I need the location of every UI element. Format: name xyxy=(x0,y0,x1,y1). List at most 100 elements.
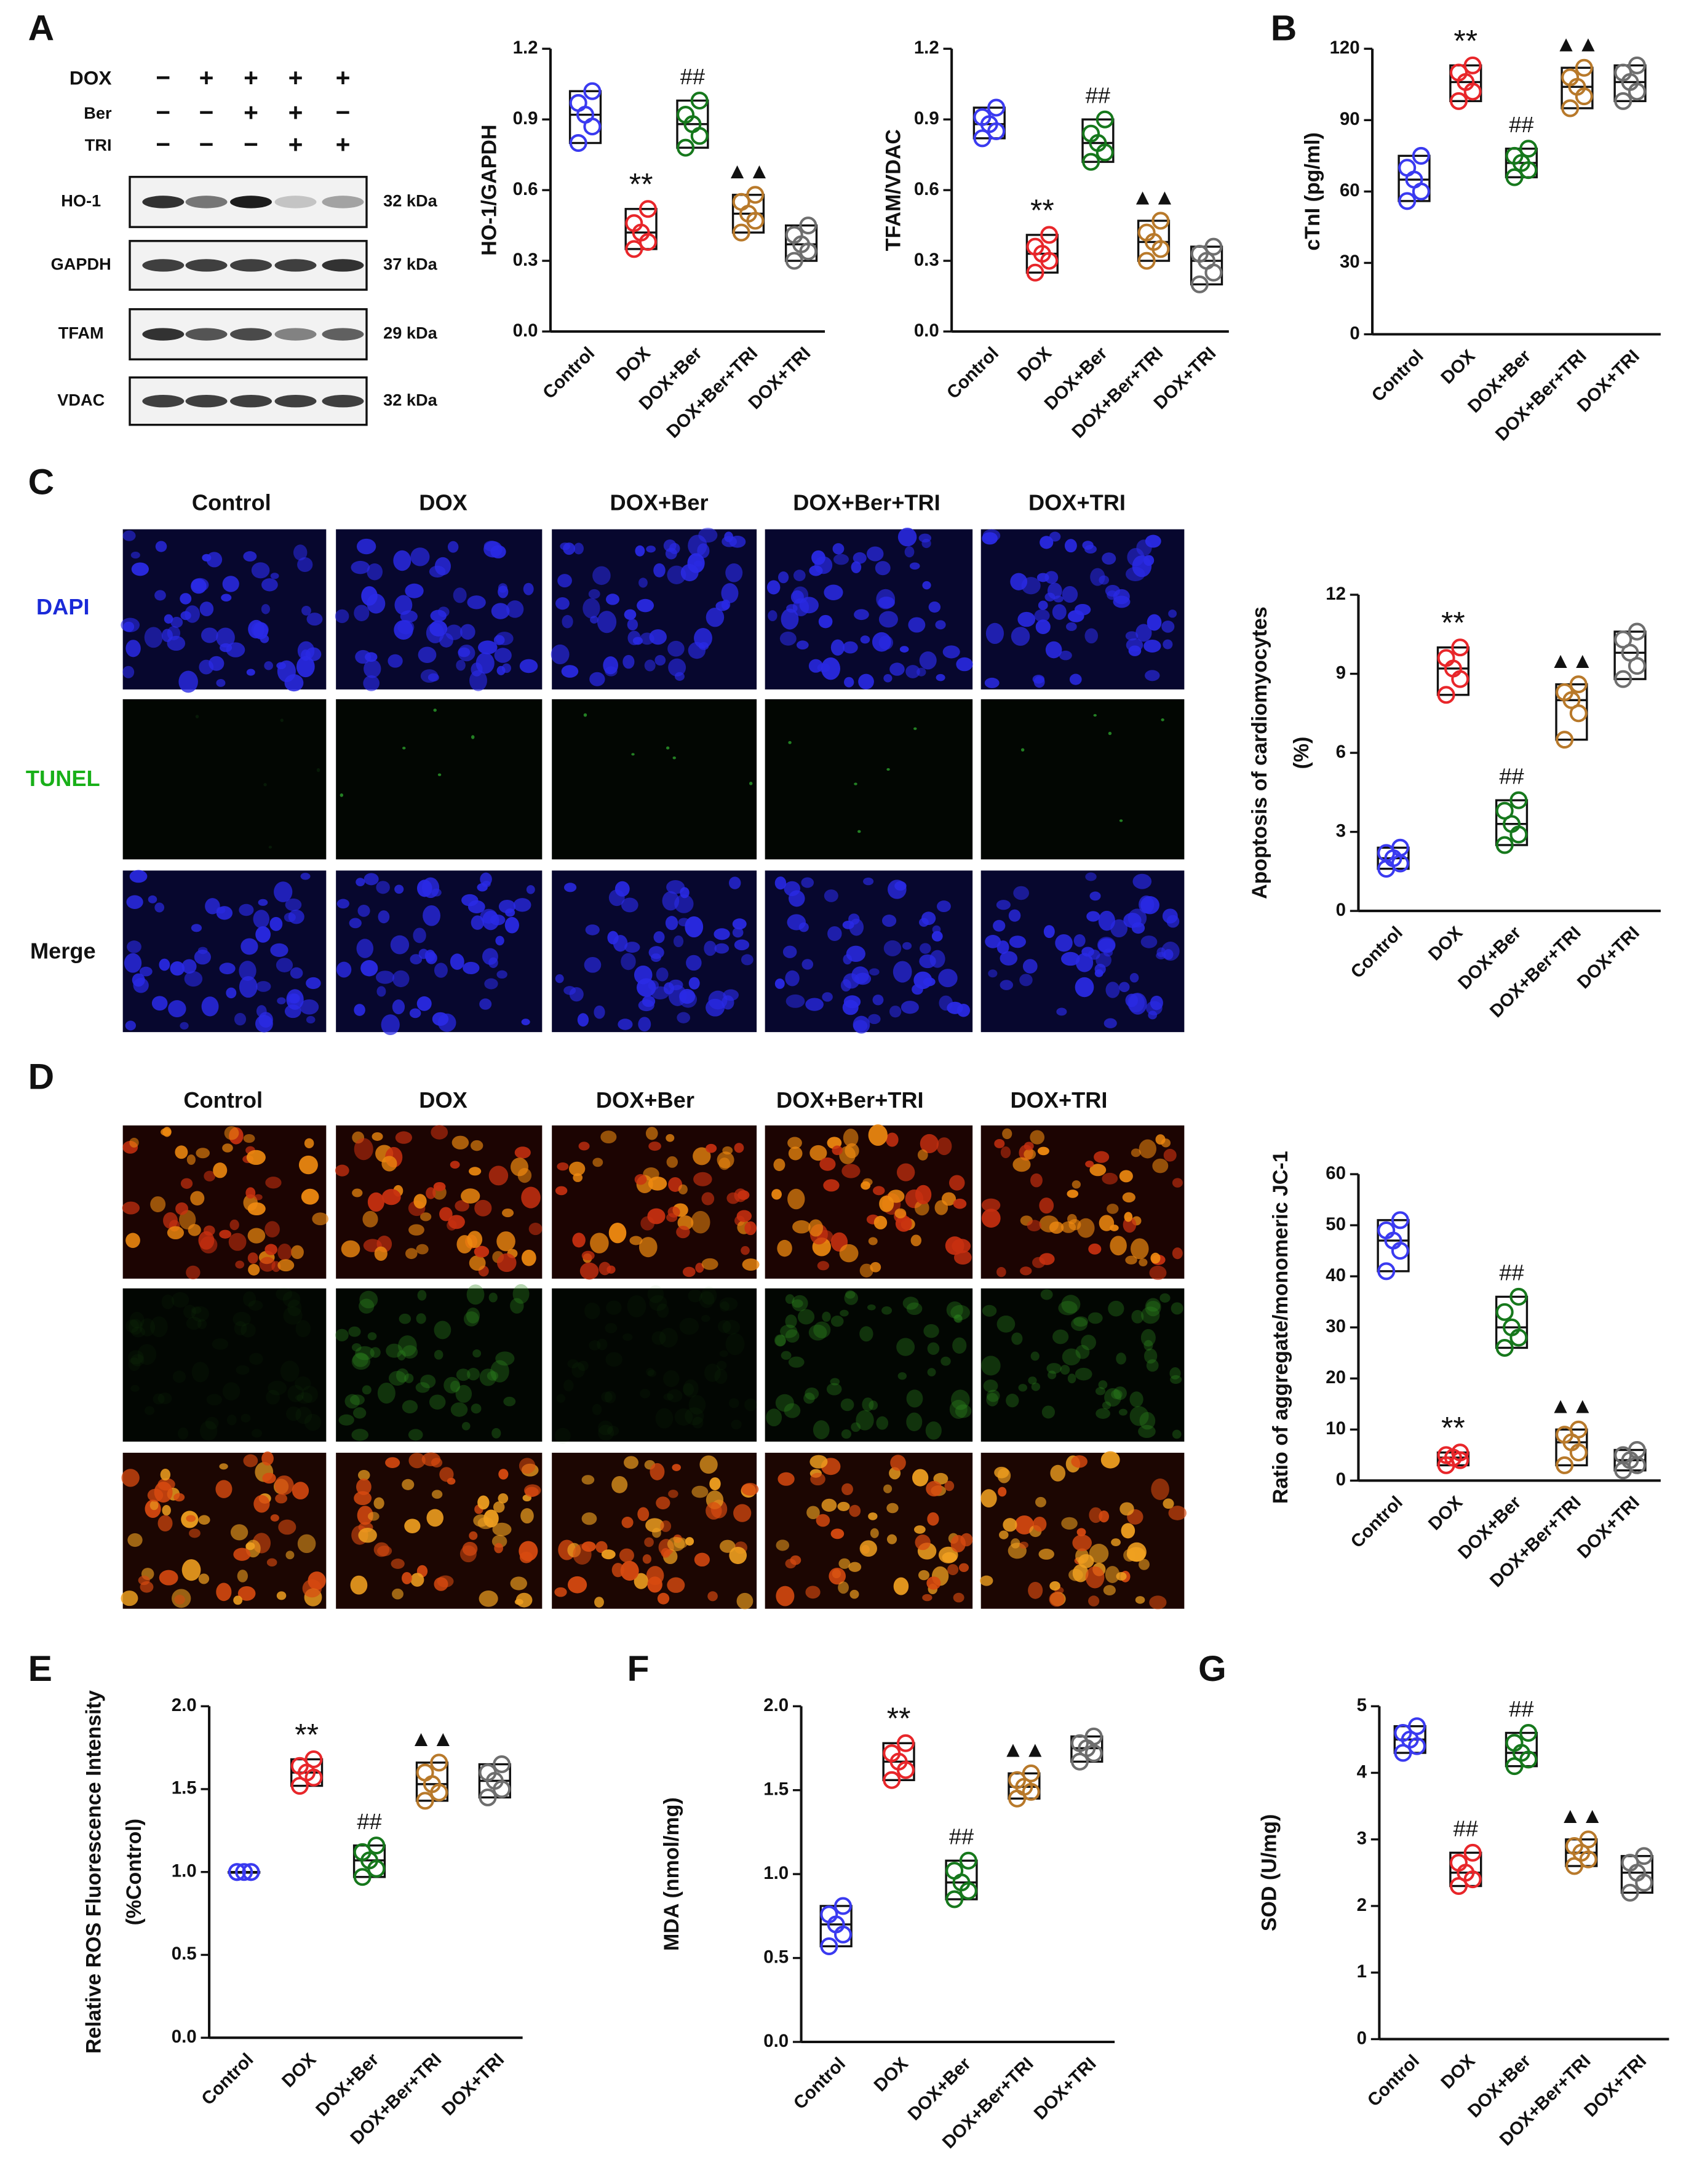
cell xyxy=(603,656,618,675)
cell xyxy=(416,880,432,897)
data-point xyxy=(1519,140,1538,158)
cell xyxy=(348,1326,361,1337)
cell xyxy=(868,1124,888,1146)
cell xyxy=(1102,552,1116,565)
cell xyxy=(714,1368,728,1384)
cell xyxy=(1081,1335,1096,1351)
cell xyxy=(725,1333,745,1356)
panel-label: D xyxy=(28,1057,55,1097)
x-tick-label: DOX+TRI xyxy=(1573,923,1644,993)
cell xyxy=(914,1525,926,1534)
data-point xyxy=(569,93,587,112)
cell xyxy=(367,563,383,581)
data-point xyxy=(799,216,817,235)
cell xyxy=(937,900,951,913)
cell xyxy=(287,1384,304,1402)
cell xyxy=(199,659,214,675)
cell xyxy=(467,900,485,913)
cell xyxy=(692,1416,704,1429)
cell xyxy=(832,543,845,555)
cell xyxy=(678,1184,688,1194)
cell xyxy=(942,645,960,659)
y-axis-label: (%Control) xyxy=(122,1819,146,1926)
cell xyxy=(248,1263,260,1276)
cell xyxy=(340,793,344,797)
data-point xyxy=(1377,1262,1396,1281)
data-point xyxy=(785,252,803,270)
cell xyxy=(577,1013,589,1027)
cell xyxy=(648,946,664,959)
cell xyxy=(720,1301,730,1312)
cell xyxy=(685,1407,704,1426)
data-point xyxy=(1070,1734,1089,1752)
cell xyxy=(1100,1451,1120,1469)
cell xyxy=(216,906,233,920)
y-tick-label: 1.0 xyxy=(172,1860,197,1881)
cell xyxy=(1078,1554,1094,1568)
cell xyxy=(122,1201,140,1215)
column-header: DOX xyxy=(419,1087,467,1113)
cell xyxy=(1085,1161,1094,1168)
cell xyxy=(1149,1595,1167,1610)
cell xyxy=(733,1504,752,1522)
cell xyxy=(498,899,516,913)
y-tick-label: 1.5 xyxy=(763,1779,789,1799)
cell xyxy=(676,1225,690,1239)
cell xyxy=(876,1416,889,1430)
cell xyxy=(479,1590,498,1607)
band-label: GAPDH xyxy=(51,255,111,274)
cell xyxy=(1039,1197,1054,1214)
cell xyxy=(402,1571,412,1584)
cell xyxy=(634,1174,647,1185)
cell xyxy=(958,1563,969,1572)
cell xyxy=(1035,1496,1046,1507)
cell xyxy=(269,916,283,931)
cell xyxy=(768,610,777,622)
cell xyxy=(584,956,602,973)
cell xyxy=(357,905,370,917)
cell xyxy=(981,1198,1001,1212)
cell xyxy=(854,972,872,985)
data-point xyxy=(1437,649,1455,667)
cell xyxy=(893,961,912,983)
cell xyxy=(673,935,684,948)
cell xyxy=(255,1015,273,1033)
cell xyxy=(456,1368,471,1381)
cell xyxy=(934,1200,948,1215)
cell xyxy=(352,1407,367,1419)
cell xyxy=(792,586,809,604)
cell xyxy=(915,1185,932,1205)
cell xyxy=(722,1319,741,1335)
cell xyxy=(1039,1253,1055,1265)
cell xyxy=(498,1469,509,1480)
cell xyxy=(295,1320,311,1338)
cell xyxy=(164,614,173,624)
cell xyxy=(362,1385,372,1395)
cell xyxy=(1163,1498,1174,1509)
y-tick-label: 0 xyxy=(1350,323,1359,343)
data-point xyxy=(353,1843,372,1861)
cell xyxy=(827,926,842,942)
data-point xyxy=(1621,1883,1639,1902)
cell xyxy=(1019,974,1033,987)
cell xyxy=(953,1250,972,1265)
cell xyxy=(1145,534,1161,548)
cell xyxy=(729,536,746,548)
cell xyxy=(923,1324,939,1338)
cell xyxy=(881,1306,893,1315)
cell xyxy=(857,830,861,833)
data-point xyxy=(353,1868,372,1886)
y-axis-label: Relative ROS Fluorescence Intensity xyxy=(82,1690,105,2054)
cell xyxy=(306,977,321,990)
cell xyxy=(573,542,584,555)
cell xyxy=(611,1476,628,1493)
cell xyxy=(652,1528,661,1538)
cell xyxy=(431,1125,448,1140)
y-tick-label: 5 xyxy=(1357,1695,1367,1715)
y-tick-label: 0.0 xyxy=(172,2027,197,2047)
cell xyxy=(264,661,273,670)
data-point xyxy=(1398,159,1417,177)
cell xyxy=(685,916,704,938)
cell xyxy=(1049,1592,1065,1607)
cell xyxy=(459,1545,477,1563)
